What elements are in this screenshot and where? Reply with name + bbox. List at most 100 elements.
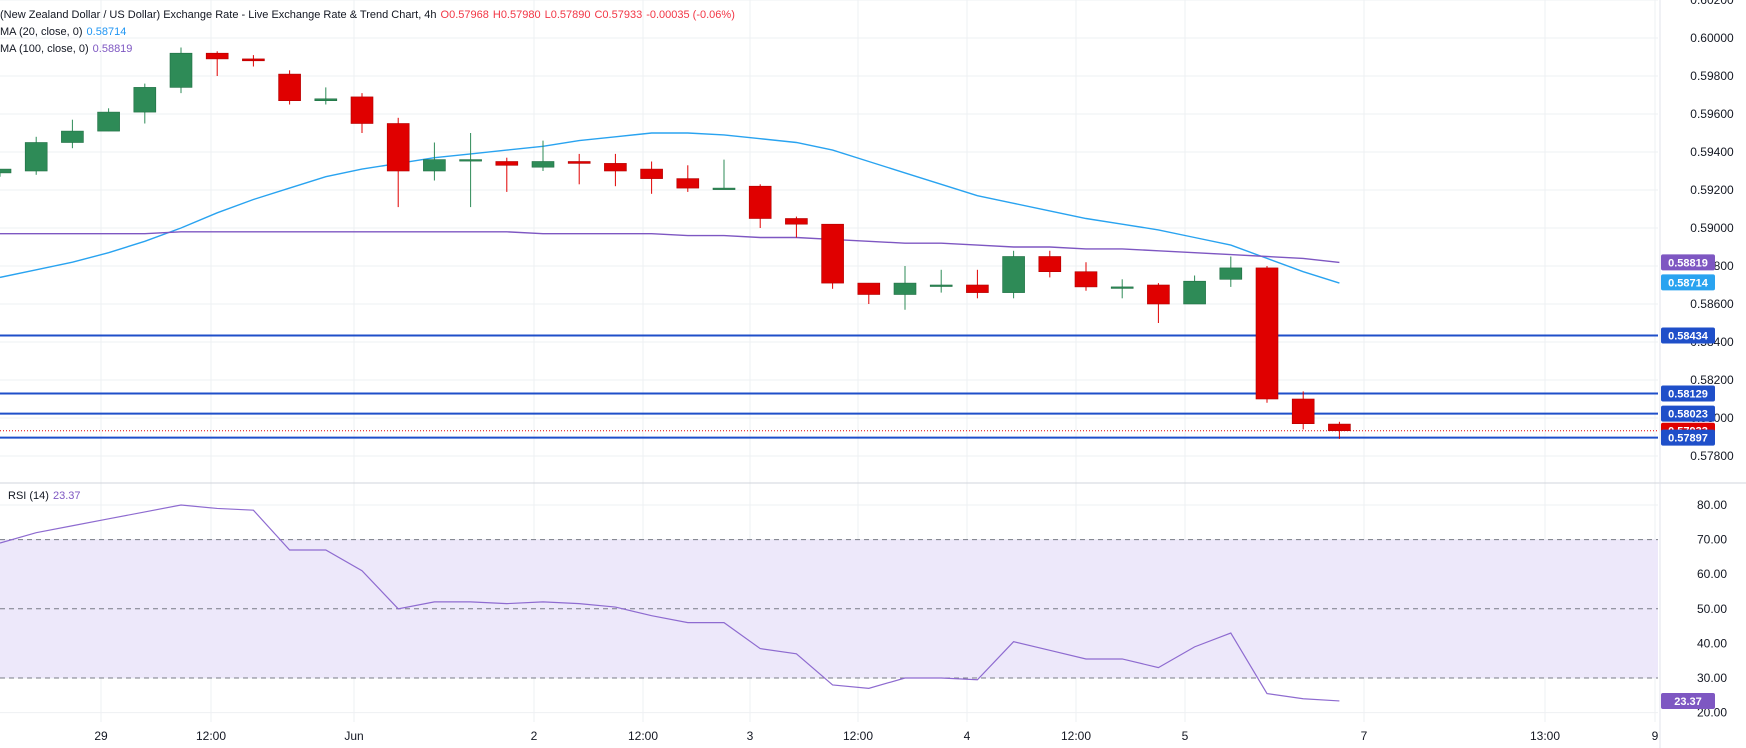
candle-body [1255, 267, 1279, 400]
ma20-legend[interactable]: MA (20, close, 0) 0.58714 [0, 25, 130, 40]
candle [169, 47, 193, 94]
price-tick-label: 0.57800 [1690, 449, 1734, 463]
candle [423, 142, 446, 181]
candle-body [24, 142, 48, 172]
candle [1328, 421, 1351, 439]
rsi-tick-label: 30.00 [1697, 671, 1727, 685]
price-tick-label: 0.60200 [1690, 0, 1734, 7]
candle-body [531, 161, 555, 168]
candle [857, 282, 881, 304]
candle [676, 165, 700, 192]
rsi-line [0, 504, 1340, 702]
rsi-legend[interactable]: RSI (14) 23.37 [8, 489, 85, 504]
price-tick-label: 0.59000 [1690, 221, 1734, 235]
price-tick-label: 0.59600 [1690, 107, 1734, 121]
candle-body [386, 123, 410, 172]
badge-text: 0.58129 [1668, 388, 1708, 400]
candle-body [640, 168, 663, 179]
price-badge: 0.58819 [1661, 254, 1715, 271]
badge-text: 0.58714 [1668, 277, 1709, 289]
rsi-tick-label: 60.00 [1697, 567, 1727, 581]
price-tick-label: 0.59800 [1690, 69, 1734, 83]
rsi-value: 23.37 [52, 490, 81, 502]
candle-body [350, 96, 374, 124]
ma100-value: 0.58819 [92, 43, 133, 55]
candle [604, 153, 627, 187]
ma100-label: MA (100, close, 0) [0, 43, 89, 55]
candle [1038, 250, 1062, 278]
badge-box [1661, 274, 1715, 291]
candlesticks[interactable] [0, 47, 1351, 439]
candle-body [748, 185, 772, 219]
candle [1074, 262, 1098, 291]
ohlc-low: L0.57890 [544, 9, 591, 21]
time-tick-label: 12:00 [1061, 729, 1091, 743]
price-tick-label: 0.58600 [1690, 297, 1734, 311]
candle-body [314, 98, 338, 102]
candle [1183, 275, 1206, 305]
candle-body [1038, 256, 1062, 272]
candle-body [495, 161, 519, 166]
candle-body [61, 130, 84, 143]
ma20-label: MA (20, close, 0) [0, 26, 83, 38]
rsi-label: RSI (14) [8, 490, 49, 502]
candle [640, 161, 663, 194]
candle-body [133, 87, 157, 113]
candle-body [1328, 423, 1351, 432]
candle-body [1110, 286, 1134, 289]
candle [893, 266, 917, 310]
badge-box [1661, 405, 1715, 422]
price-badge: 0.58434 [1661, 327, 1715, 344]
candle [61, 119, 84, 149]
candle [97, 108, 120, 132]
axes: 0.60200 0.60000 0.59800 0.59600 0.59400 0.592… [94, 0, 1734, 743]
candle [0, 168, 12, 177]
time-tick-label: 12:00 [843, 729, 873, 743]
candle [1291, 391, 1315, 430]
candle-body [278, 73, 301, 101]
rsi-badge: 23.37 [1661, 692, 1715, 709]
time-tick-label: 5 [1182, 729, 1189, 743]
candle-body [169, 52, 193, 88]
candle [495, 157, 519, 192]
badge-box [1661, 429, 1715, 446]
candle [133, 83, 157, 124]
price-tick-label: 0.59400 [1690, 145, 1734, 159]
time-tick-label: 4 [964, 729, 971, 743]
price-badge: 0.57897 [1661, 429, 1715, 446]
candle [278, 70, 301, 105]
candle-body [1183, 280, 1206, 305]
candle-body [1074, 271, 1098, 288]
badge-box [1661, 692, 1715, 709]
price-badge: 0.58714 [1661, 274, 1715, 291]
candle [1147, 283, 1170, 323]
rsi-tick-label: 20.00 [1697, 706, 1727, 720]
time-tick-label: 3 [747, 729, 754, 743]
candle-body [205, 52, 229, 60]
candle-body [1291, 398, 1315, 425]
price-tick-label: 0.58200 [1690, 373, 1734, 387]
badge-text: 0.58434 [1668, 331, 1709, 343]
time-tick-label: 2 [531, 729, 538, 743]
main-legend: (New Zealand Dollar / US Dollar) Exchang… [0, 8, 739, 23]
price-badge: 0.58023 [1661, 405, 1715, 422]
ohlc-change: -0.00035 (-0.06%) [646, 9, 735, 21]
candle [386, 117, 410, 208]
rsi-tick-label: 80.00 [1697, 498, 1727, 512]
candle [929, 269, 953, 293]
candle-body [1219, 267, 1243, 280]
support-resistance-lines[interactable] [0, 334, 1658, 439]
candle [567, 153, 591, 185]
candle-body [97, 111, 120, 132]
candle-body [1147, 284, 1170, 305]
price-badges: 0.588190.587140.584340.581290.580230.579… [1661, 254, 1715, 709]
ohlc-close: C0.57933 [594, 9, 643, 21]
badge-text: 0.57897 [1668, 433, 1708, 445]
candle [1002, 250, 1025, 299]
time-tick-label: 9 [1652, 729, 1659, 743]
candle [1219, 256, 1243, 287]
candle [24, 136, 48, 175]
ma100-legend[interactable]: MA (100, close, 0) 0.58819 [0, 42, 136, 57]
candle-body [423, 159, 446, 172]
